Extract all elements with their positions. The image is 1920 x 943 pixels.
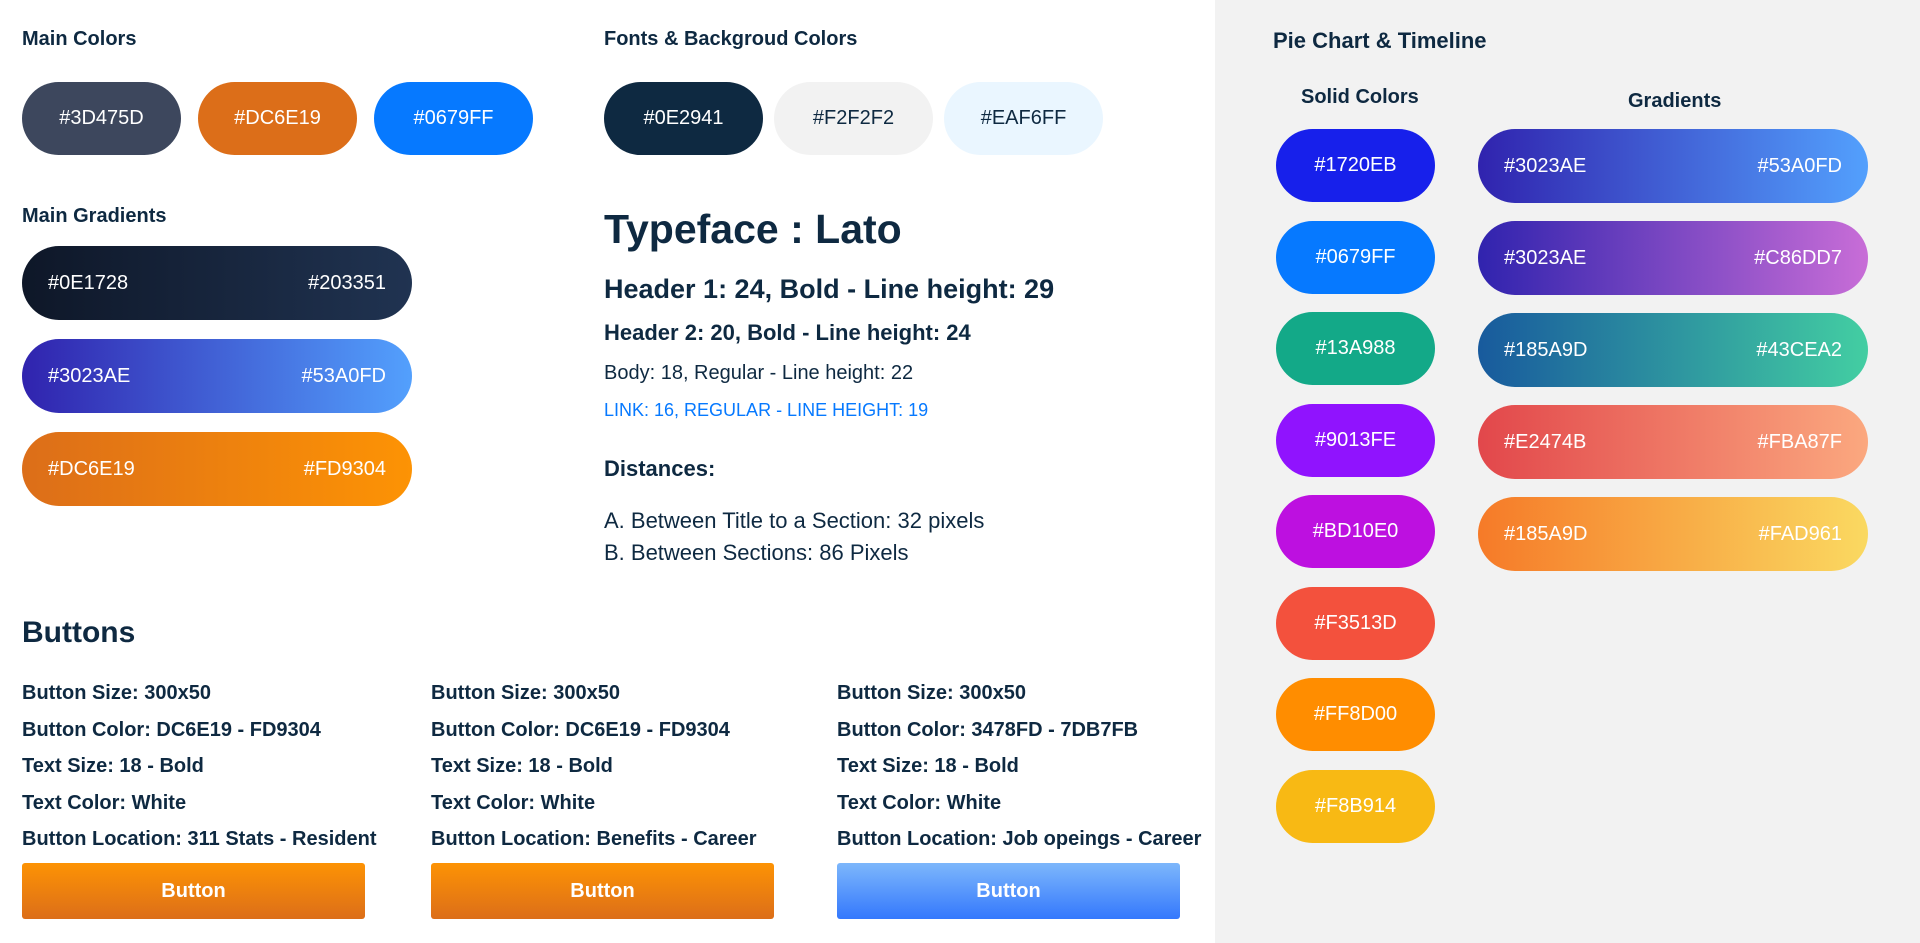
swatch-label: #F3513D — [1314, 611, 1397, 634]
main-gradients-title: Main Gradients — [22, 205, 167, 227]
link-spec[interactable]: LINK: 16, REGULAR - LINE HEIGHT: 19 — [604, 400, 929, 420]
main-color-swatch: #DC6E19 — [198, 82, 357, 155]
font-bg-color-swatch: #0E2941 — [604, 82, 763, 155]
solid-color-swatch: #1720EB — [1276, 129, 1435, 202]
gradient-from-label: #3023AE — [1504, 154, 1587, 177]
button-spec-2: Button Size: 300x50 Button Color: DC6E19… — [431, 675, 757, 858]
gradients-title: Gradients — [1628, 90, 1722, 112]
button-location-text: Button Location: 311 Stats - Resident — [22, 828, 377, 851]
swatch-label: #0E2941 — [643, 107, 724, 129]
gradient-to-label: #FAD961 — [1758, 522, 1842, 545]
pie-gradient-swatch: #185A9D #FAD961 — [1478, 497, 1868, 571]
swatch-label: #0679FF — [1315, 245, 1396, 268]
swatch-label: #3D475D — [59, 107, 144, 129]
button-size-text: Button Size: 300x50 — [431, 682, 620, 704]
gradient-to-label: #C86DD7 — [1754, 246, 1842, 269]
button-color-text: Button Color: DC6E19 - FD9304 — [22, 718, 321, 741]
solid-color-swatch: #13A988 — [1276, 312, 1435, 385]
swatch-label: #1720EB — [1314, 154, 1397, 176]
main-color-swatch: #0679FF — [374, 82, 533, 155]
typeface-title: Typeface : Lato — [604, 206, 902, 252]
gradient-to-label: #53A0FD — [1757, 154, 1843, 177]
gradient-from-label: #185A9D — [1504, 338, 1588, 361]
style-guide-left-panel: Main Colors #3D475D #DC6E19 #0679FF Main G… — [22, 28, 1202, 919]
swatch-label: #0679FF — [413, 107, 494, 129]
text-color-text: Text Color: White — [22, 791, 187, 814]
solid-color-swatch: #BD10E0 — [1276, 495, 1435, 568]
buttons-title: Buttons — [22, 616, 136, 649]
pie-chart-timeline-panel: Pie Chart & Timeline Solid Colors Gradie… — [1215, 0, 1920, 943]
gradient-to-label: #203351 — [308, 271, 386, 294]
solid-color-swatch: #F3513D — [1276, 586, 1435, 660]
main-colors-title: Main Colors — [22, 28, 137, 50]
button-location-text: Button Location: Job opeings - Career — [837, 828, 1202, 851]
sample-button-3[interactable]: Button — [837, 863, 1180, 919]
header1-spec: Header 1: 24, Bold - Line height: 29 — [604, 274, 1055, 304]
button-size-text: Button Size: 300x50 — [22, 682, 211, 704]
swatch-label: #13A988 — [1315, 337, 1396, 359]
swatch-label: #F8B914 — [1314, 794, 1397, 817]
main-gradient-swatch: #0E1728 #203351 — [22, 246, 412, 320]
solid-color-swatch: #F8B914 — [1276, 769, 1435, 843]
text-color-text: Text Color: White — [431, 791, 596, 814]
button-color-text: Button Color: DC6E19 - FD9304 — [431, 718, 730, 741]
sample-button-1[interactable]: Button — [22, 863, 365, 919]
button-spec-1: Button Size: 300x50 Button Color: DC6E19… — [22, 675, 376, 858]
gradient-from-label: #3023AE — [48, 364, 131, 387]
solid-colors-title: Solid Colors — [1301, 86, 1419, 108]
swatch-label: #BD10E0 — [1312, 520, 1399, 542]
pie-gradient-swatch: #185A9D #43CEA2 — [1478, 313, 1868, 387]
text-size-text: Text Size: 18 - Bold — [837, 755, 1019, 778]
swatch-label: #FF8D00 — [1313, 703, 1398, 725]
gradient-to-label: #FD9304 — [303, 457, 386, 480]
main-color-swatch: #3D475D — [22, 82, 181, 155]
gradient-from-label: #3023AE — [1504, 246, 1587, 269]
font-bg-color-swatch: #EAF6FF — [944, 82, 1103, 155]
text-size-text: Text Size: 18 - Bold — [431, 755, 613, 778]
solid-color-swatch: #FF8D00 — [1276, 678, 1435, 751]
pie-gradient-swatch: #E2474B #FBA87F — [1478, 405, 1868, 479]
fonts-bg-title: Fonts & Backgroud Colors — [604, 28, 858, 50]
distance-a: A. Between Title to a Section: 32 pixels — [604, 508, 985, 533]
gradient-from-label: #E2474B — [1504, 430, 1587, 453]
solid-color-swatch: #9013FE — [1276, 403, 1435, 477]
gradient-from-label: #0E1728 — [48, 271, 129, 294]
main-gradient-swatch: #DC6E19 #FD9304 — [22, 432, 412, 506]
text-size-text: Text Size: 18 - Bold — [22, 755, 204, 778]
pie-gradient-swatch: #3023AE #C86DD7 — [1478, 221, 1868, 295]
swatch-label: #F2F2F2 — [812, 107, 895, 129]
swatch-label: #9013FE — [1314, 428, 1397, 451]
gradient-to-label: #43CEA2 — [1756, 338, 1842, 361]
header2-spec: Header 2: 20, Bold - Line height: 24 — [604, 320, 971, 345]
swatch-label: #EAF6FF — [980, 107, 1067, 129]
solid-color-swatch: #0679FF — [1276, 220, 1435, 294]
font-bg-color-swatch: #F2F2F2 — [774, 82, 933, 155]
main-gradient-swatch: #3023AE #53A0FD — [22, 339, 412, 413]
sample-button-2[interactable]: Button — [431, 863, 774, 919]
gradient-to-label: #53A0FD — [301, 364, 387, 387]
distance-b: B. Between Sections: 86 Pixels — [604, 540, 909, 565]
pie-gradient-swatch: #3023AE #53A0FD — [1478, 129, 1868, 203]
gradient-from-label: #DC6E19 — [48, 457, 135, 480]
button-size-text: Button Size: 300x50 — [837, 682, 1026, 704]
text-color-text: Text Color: White — [837, 791, 1002, 814]
swatch-label: #DC6E19 — [234, 107, 321, 129]
pie-timeline-title: Pie Chart & Timeline — [1273, 28, 1487, 53]
distances-title: Distances: — [604, 456, 716, 481]
gradient-to-label: #FBA87F — [1757, 430, 1842, 453]
button-color-text: Button Color: 3478FD - 7DB7FB — [837, 718, 1139, 741]
body-spec: Body: 18, Regular - Line height: 22 — [604, 362, 914, 384]
button-location-text: Button Location: Benefits - Career — [431, 828, 757, 851]
button-spec-3: Button Size: 300x50 Button Color: 3478FD… — [837, 675, 1201, 858]
gradient-from-label: #185A9D — [1504, 522, 1588, 545]
